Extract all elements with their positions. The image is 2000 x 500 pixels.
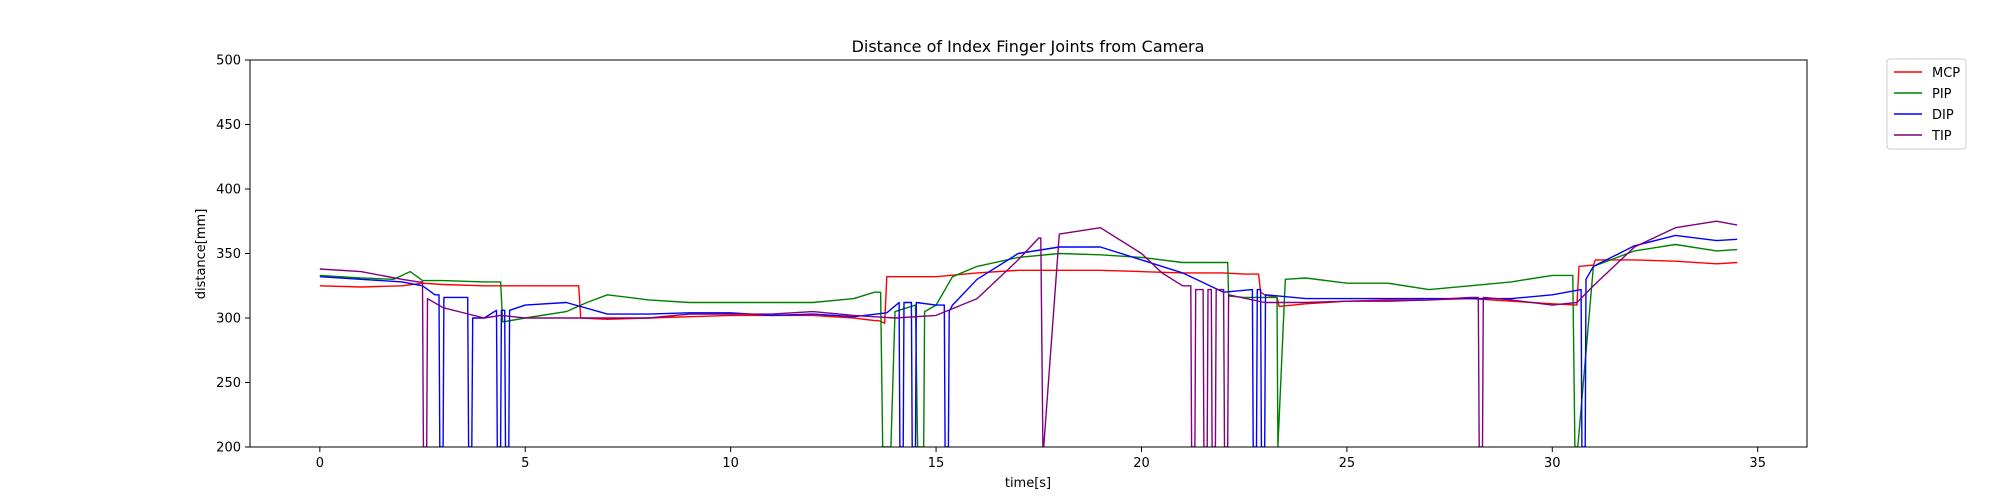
chart-title: Distance of Index Finger Joints from Cam… <box>852 37 1205 56</box>
y-axis-label: distance[mm] <box>194 209 209 300</box>
x-tick-label: 25 <box>1339 456 1356 471</box>
plot-area <box>250 60 1807 447</box>
legend: MCP PIP DIP TIP <box>1886 58 1967 150</box>
y-tick-label: 250 <box>216 376 241 391</box>
legend-box <box>1886 58 1967 150</box>
y-tick-label: 400 <box>216 183 241 198</box>
y-tick-label: 300 <box>216 312 241 327</box>
legend-label-tip: TIP <box>1931 129 1952 144</box>
legend-label-pip: PIP <box>1932 87 1952 102</box>
y-tick-label: 500 <box>216 54 241 69</box>
legend-label-dip: DIP <box>1932 108 1954 123</box>
x-axis-label: time[s] <box>1005 476 1051 491</box>
x-tick-label: 10 <box>722 456 739 471</box>
x-tick-label: 0 <box>316 456 324 471</box>
x-tick-label: 5 <box>521 456 529 471</box>
y-tick-label: 450 <box>216 118 241 133</box>
series-line-dip <box>319 234 1738 447</box>
series-line-tip <box>319 220 1738 447</box>
legend-label-mcp: MCP <box>1932 66 1960 81</box>
x-tick-label: 20 <box>1133 456 1150 471</box>
x-tick-label: 35 <box>1749 456 1766 471</box>
x-tick-label: 15 <box>928 456 945 471</box>
x-tick-label: 30 <box>1544 456 1561 471</box>
y-tick-label: 200 <box>216 441 241 456</box>
y-tick-label: 350 <box>216 247 241 262</box>
series-line-pip <box>319 243 1738 447</box>
